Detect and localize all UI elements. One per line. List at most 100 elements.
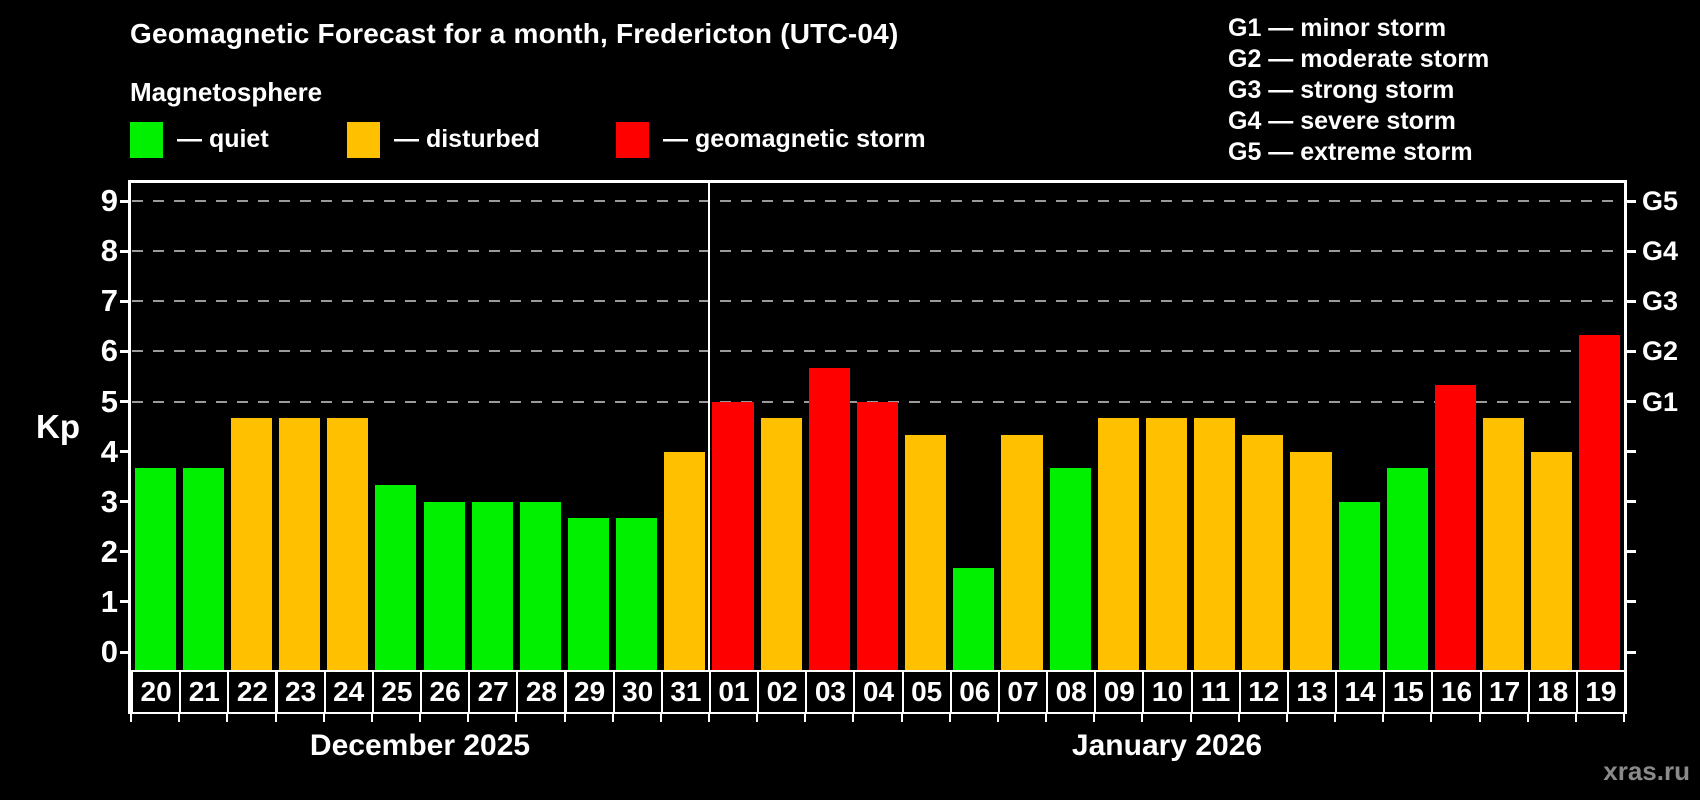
x-axis-tick-26 (1382, 714, 1385, 722)
kp-bar-30 (616, 518, 658, 670)
day-label-03: 03 (807, 672, 854, 712)
magnetosphere-legend-title: Magnetosphere (130, 77, 323, 107)
day-label-16: 16 (1433, 672, 1480, 712)
y-axis-number-8: 8 (100, 233, 118, 269)
y-axis-tick-right-5 (1627, 400, 1636, 403)
x-axis-tick-17 (948, 714, 951, 722)
storm-color-swatch (616, 121, 649, 158)
day-label-06: 06 (951, 672, 998, 712)
day-label-24: 24 (325, 672, 372, 712)
x-axis-tick-1 (178, 714, 181, 722)
day-label-08: 08 (1048, 672, 1095, 712)
kp-bar-25 (375, 485, 417, 670)
day-label-14: 14 (1337, 672, 1384, 712)
kp-bar-09 (1097, 418, 1139, 670)
x-axis-tick-12 (707, 714, 710, 722)
kp-bar-23 (279, 418, 321, 670)
y-axis-number-0: 0 (100, 634, 118, 669)
y-axis-tick-left-1 (120, 600, 129, 604)
y-axis-tick-right-7 (1627, 299, 1636, 303)
x-axis-tick-18 (996, 714, 999, 722)
kp-bar-22 (230, 418, 272, 670)
g-axis-label-g3: G3 (1642, 286, 1679, 317)
y-axis-tick-left-9 (120, 199, 129, 203)
plot-border-right (1624, 180, 1627, 670)
plot-border-top (128, 180, 1627, 183)
gridline-kp6 (132, 350, 1623, 353)
x-axis-tick-5 (370, 714, 373, 722)
day-label-12: 12 (1240, 672, 1287, 712)
x-axis-tick-27 (1430, 714, 1433, 722)
day-label-05: 05 (903, 672, 950, 712)
kp-bar-26 (423, 501, 465, 670)
day-label-31: 31 (662, 672, 709, 712)
x-axis-tick-2 (226, 714, 229, 722)
quiet-color-swatch (130, 121, 163, 158)
kp-bar-08 (1049, 468, 1091, 670)
x-axis-tick-4 (322, 714, 325, 722)
kp-bar-03 (808, 367, 850, 670)
day-label-02: 02 (759, 672, 806, 712)
y-axis-number-4: 4 (100, 433, 118, 469)
chart-title: Geomagnetic Forecast for a month, Freder… (130, 18, 899, 49)
g-legend-line-g2: G2 — moderate storm (1228, 45, 1490, 73)
kp-bar-15 (1386, 468, 1428, 670)
kp-bar-18 (1531, 451, 1573, 670)
x-axis-tick-0 (130, 714, 132, 722)
x-axis-tick-25 (1334, 714, 1336, 722)
y-axis-number-5: 5 (100, 383, 118, 419)
day-label-09: 09 (1096, 672, 1143, 712)
day-label-29: 29 (566, 672, 613, 712)
kp-bar-21 (182, 468, 224, 670)
day-label-17: 17 (1481, 672, 1528, 712)
plot-border-left (128, 180, 131, 670)
kp-bar-13 (1290, 451, 1332, 670)
day-label-13: 13 (1288, 672, 1336, 712)
y-axis-tick-left-5 (120, 400, 129, 403)
y-axis-tick-right-0 (1627, 650, 1636, 654)
y-axis-tick-right-8 (1627, 249, 1636, 253)
day-label-23: 23 (277, 672, 324, 712)
y-axis-label-kp: Kp (36, 408, 80, 445)
gridline-kp8 (132, 250, 1623, 253)
x-axis-tick-20 (1093, 714, 1096, 722)
x-axis-tick-13 (756, 714, 759, 722)
y-axis-tick-right-2 (1627, 550, 1636, 554)
legend-item-disturbed: — disturbed (347, 121, 540, 158)
y-axis-tick-left-3 (120, 500, 129, 504)
legend-item-storm: — geomagnetic storm (616, 121, 926, 158)
day-label-10: 10 (1144, 672, 1191, 712)
day-label-04: 04 (855, 672, 902, 712)
kp-bar-10 (1145, 418, 1188, 670)
y-axis-tick-right-1 (1627, 600, 1636, 604)
x-axis-tick-29 (1526, 714, 1529, 722)
y-axis-tick-right-4 (1627, 450, 1636, 454)
g-scale-legend: G1 — minor storm G2 — moderate storm G3 … (1228, 13, 1489, 168)
day-label-07: 07 (999, 672, 1047, 712)
x-axis-tick-16 (900, 714, 903, 722)
y-axis-tick-left-8 (120, 249, 129, 253)
kp-bar-06 (953, 568, 995, 670)
kp-bar-16 (1434, 385, 1477, 670)
legend-label-disturbed: — disturbed (394, 125, 540, 153)
g-legend-line-g4: G4 — severe storm (1228, 107, 1456, 135)
x-axis-tick-31 (1623, 714, 1625, 722)
g-legend-line-g5: G5 — extreme storm (1228, 138, 1473, 166)
x-axis-tick-19 (1045, 714, 1048, 722)
day-label-01: 01 (710, 672, 758, 712)
y-axis-tick-left-0 (120, 650, 129, 654)
x-axis-tick-8 (515, 714, 518, 722)
kp-bar-02 (760, 418, 802, 670)
x-axis-tick-10 (611, 714, 614, 722)
kp-bar-24 (327, 418, 369, 670)
legend-label-storm: — geomagnetic storm (663, 125, 926, 153)
day-label-30: 30 (614, 672, 661, 712)
y-axis-tick-left-7 (120, 299, 129, 303)
kp-bar-17 (1483, 418, 1525, 670)
y-axis-number-7: 7 (100, 283, 118, 319)
kp-bar-04 (856, 401, 899, 670)
g-axis-label-g1: G1 (1642, 386, 1679, 417)
x-axis-tick-28 (1478, 714, 1481, 722)
x-axis-tick-23 (1237, 714, 1240, 722)
